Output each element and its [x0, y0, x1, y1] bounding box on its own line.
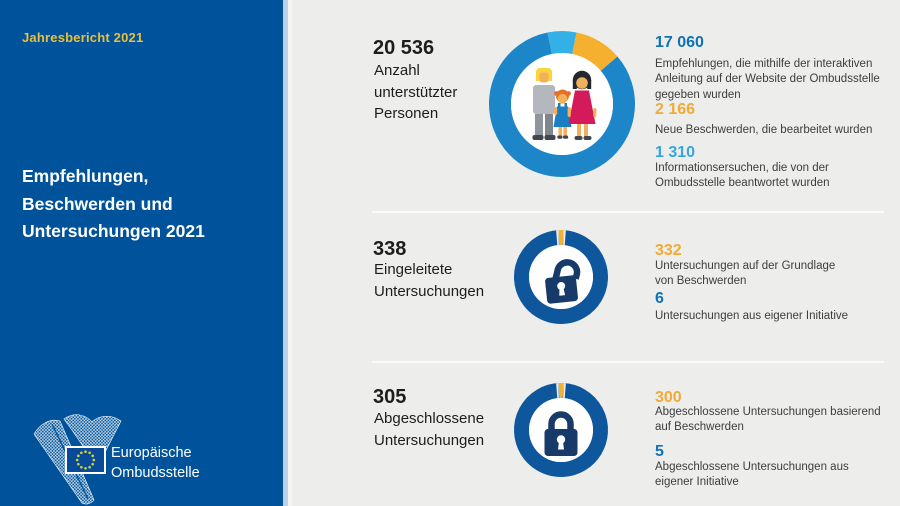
row3-total-label: Abgeschlossene Untersuchungen: [374, 410, 485, 449]
row1-total-value: 20 536: [373, 37, 435, 59]
stat-value: 332: [655, 242, 682, 259]
sidebar: Jahresbericht 2021 Empfehlungen, Beschwe…: [0, 0, 283, 506]
row2-total-value: 338: [373, 238, 407, 260]
section-divider: [372, 211, 884, 213]
eu-flag-stars: [75, 450, 96, 470]
donut-slice: [571, 32, 618, 72]
section-divider: [372, 361, 884, 363]
closed-inquiries-ring: [514, 382, 608, 477]
donut-slices: [489, 31, 635, 177]
sidebar-accent-stripe: [283, 0, 288, 506]
report-label: Jahresbericht 2021: [22, 30, 144, 45]
stat-desc: Untersuchungen auf der Grundlage von Bes…: [655, 260, 836, 288]
logo-org-name: Europäische Ombudsstelle: [111, 445, 200, 481]
family-icon: [532, 68, 597, 140]
stat-desc: Empfehlungen, die mithilfe der interakti…: [655, 58, 880, 101]
stat-value: 2 166: [655, 101, 696, 118]
stat-value: 6: [655, 290, 664, 307]
row1-total-label: Anzahl unterstützter Personen: [374, 62, 458, 122]
open-padlock-icon: [545, 259, 581, 304]
emblem-right-wing: [63, 414, 122, 469]
sidebar-accent-stripe-light: [288, 0, 292, 506]
stat-desc: Abgeschlossene Untersuchungen aus eigene…: [655, 461, 849, 489]
donut-slice: [514, 383, 608, 477]
row3-total-value: 305: [373, 386, 407, 408]
stat-value: 17 060: [655, 34, 704, 51]
donut-slices: [514, 382, 608, 477]
opened-inquiries-ring: [514, 229, 608, 324]
ombudsman-logo: Europäische Ombudsstelle: [0, 408, 283, 506]
stat-desc: Neue Beschwerden, die bearbeitet wurden: [655, 124, 873, 136]
persons-donut-chart: [489, 31, 635, 177]
stat-value: 300: [655, 389, 682, 406]
closed-padlock-icon: [544, 411, 578, 456]
donut-slice: [514, 230, 608, 324]
donut-slice: [489, 32, 635, 177]
emblem-left-wing: [33, 419, 95, 505]
stat-desc: Untersuchungen aus eigener Initiative: [655, 310, 849, 322]
stat-value: 5: [655, 443, 664, 460]
donut-slice: [547, 31, 577, 55]
page-title: Empfehlungen, Beschwerden und Untersuchu…: [22, 166, 205, 241]
stat-desc: Informationsersuchen, die von der Ombuds…: [655, 162, 830, 190]
donut-slices: [514, 229, 608, 324]
stat-desc: Abgeschlossene Untersuchungen basierend …: [655, 406, 881, 434]
row2-total-label: Eingeleitete Untersuchungen: [374, 261, 485, 300]
eu-flag-icon: [65, 446, 106, 474]
stat-value: 1 310: [655, 144, 696, 161]
donut-hole: [511, 53, 613, 155]
